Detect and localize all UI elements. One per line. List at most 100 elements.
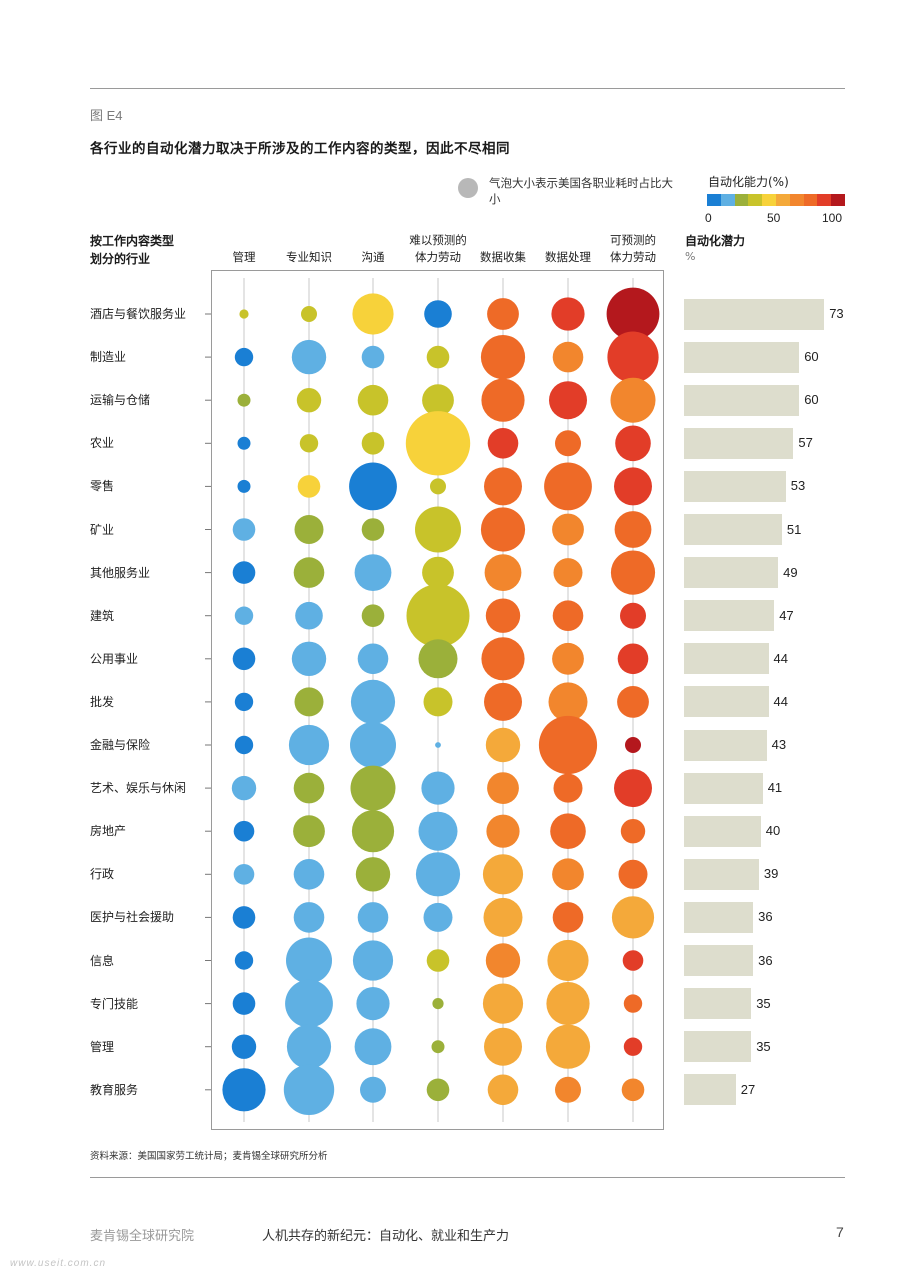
potential-bar: [684, 600, 775, 632]
potential-bar: [684, 1074, 736, 1106]
bubble: [361, 345, 385, 369]
bubble: [405, 411, 471, 476]
bubble: [423, 902, 453, 932]
bubble: [285, 979, 333, 1028]
bubble: [415, 852, 461, 897]
column-header-line: 可预测的: [610, 233, 656, 247]
bubble: [239, 309, 249, 319]
potential-value: 60: [804, 392, 819, 408]
bubble: [484, 682, 522, 721]
bubble: [299, 434, 319, 453]
column-header: 数据收集: [467, 249, 539, 266]
industry-label: 艺术、娱乐与休闲: [90, 781, 187, 796]
bubble: [361, 518, 385, 541]
bubble: [232, 518, 256, 541]
bubble: [552, 858, 584, 891]
footer-org: 麦肯锡全球研究院: [90, 1229, 195, 1244]
bubble: [555, 430, 581, 457]
bubble: [233, 864, 255, 885]
bubble-size-legend-dot: [458, 178, 478, 198]
bubble: [481, 378, 525, 422]
bubble: [480, 507, 526, 552]
bubble: [354, 554, 392, 591]
top-rule: [90, 88, 845, 89]
bubble: [544, 462, 592, 511]
potential-bar: [684, 557, 779, 589]
bubble: [546, 982, 590, 1026]
bubble: [418, 811, 458, 851]
bubble: [291, 339, 327, 375]
color-scale-swatch: [831, 194, 845, 206]
color-scale-swatch: [789, 194, 804, 206]
bubble: [237, 393, 251, 407]
bubble: [234, 951, 254, 970]
bubble: [606, 287, 660, 341]
bottom-rule: [90, 1177, 845, 1178]
column-header: 沟通: [337, 249, 409, 266]
bubble: [545, 1024, 591, 1069]
color-scale-tick-0: 0: [705, 211, 712, 225]
bubble: [617, 643, 649, 675]
potential-bar: [684, 815, 761, 847]
bubble: [301, 306, 317, 322]
bubble: [293, 815, 325, 848]
bubble: [232, 992, 256, 1015]
bubble: [295, 601, 323, 630]
source-note: 资料来源：美国国家劳工统计局；麦肯锡全球研究所分析: [90, 1151, 328, 1162]
industry-label: 制造业: [90, 350, 127, 365]
bubble: [293, 557, 325, 588]
bubble: [234, 735, 254, 755]
bubble: [361, 432, 385, 455]
potential-header-title: 自动化潜力: [685, 234, 746, 248]
bubble: [485, 943, 521, 978]
color-scale-bar: [707, 194, 845, 206]
bubble: [487, 428, 519, 459]
bubble: [551, 297, 585, 331]
bubble: [293, 902, 325, 933]
industry-label: 公用事业: [90, 651, 139, 666]
column-header: 难以预测的 体力劳动: [402, 232, 474, 266]
potential-bar: [684, 988, 752, 1020]
bubble: [291, 641, 327, 676]
bubble: [286, 1024, 332, 1069]
row-header-line-1: 按工作内容类型: [90, 234, 175, 248]
bubble: [484, 467, 522, 506]
column-header: 可预测的 体力劳动: [597, 232, 669, 266]
bubble: [231, 775, 257, 801]
bubble: [293, 772, 325, 804]
bubble: [621, 1078, 645, 1102]
bubble: [352, 940, 394, 981]
bubble: [623, 1037, 643, 1056]
potential-value: 35: [756, 995, 771, 1011]
bubble: [350, 765, 396, 811]
color-scale-tick-100: 100: [822, 211, 843, 225]
bubble: [614, 769, 652, 808]
bubble: [297, 475, 321, 498]
bubble: [296, 388, 322, 413]
color-scale-swatch: [803, 194, 818, 206]
bubble: [607, 331, 659, 383]
bubble: [426, 949, 450, 972]
industry-label: 房地产: [90, 824, 127, 839]
bubble: [432, 998, 444, 1010]
industry-label: 建筑: [90, 608, 115, 623]
row-header: 按工作内容类型 划分的行业: [90, 232, 200, 268]
column-header: 数据处理: [532, 249, 604, 266]
bubble: [422, 556, 454, 589]
column-header-line: 沟通: [361, 250, 385, 264]
bubble: [484, 1027, 522, 1066]
potential-value: 35: [756, 1038, 771, 1054]
bubble: [293, 859, 325, 890]
potential-value: 51: [786, 521, 802, 537]
bubble: [354, 1028, 392, 1066]
potential-value: 39: [763, 866, 779, 882]
bubble: [552, 513, 584, 546]
bubble: [232, 647, 256, 671]
industry-label: 专门技能: [90, 996, 139, 1011]
potential-bar: [684, 514, 782, 545]
bubble: [620, 602, 646, 629]
bubble: [406, 584, 470, 648]
color-scale-swatch: [775, 194, 790, 206]
potential-value: 41: [767, 780, 783, 796]
bubble: [234, 347, 254, 367]
